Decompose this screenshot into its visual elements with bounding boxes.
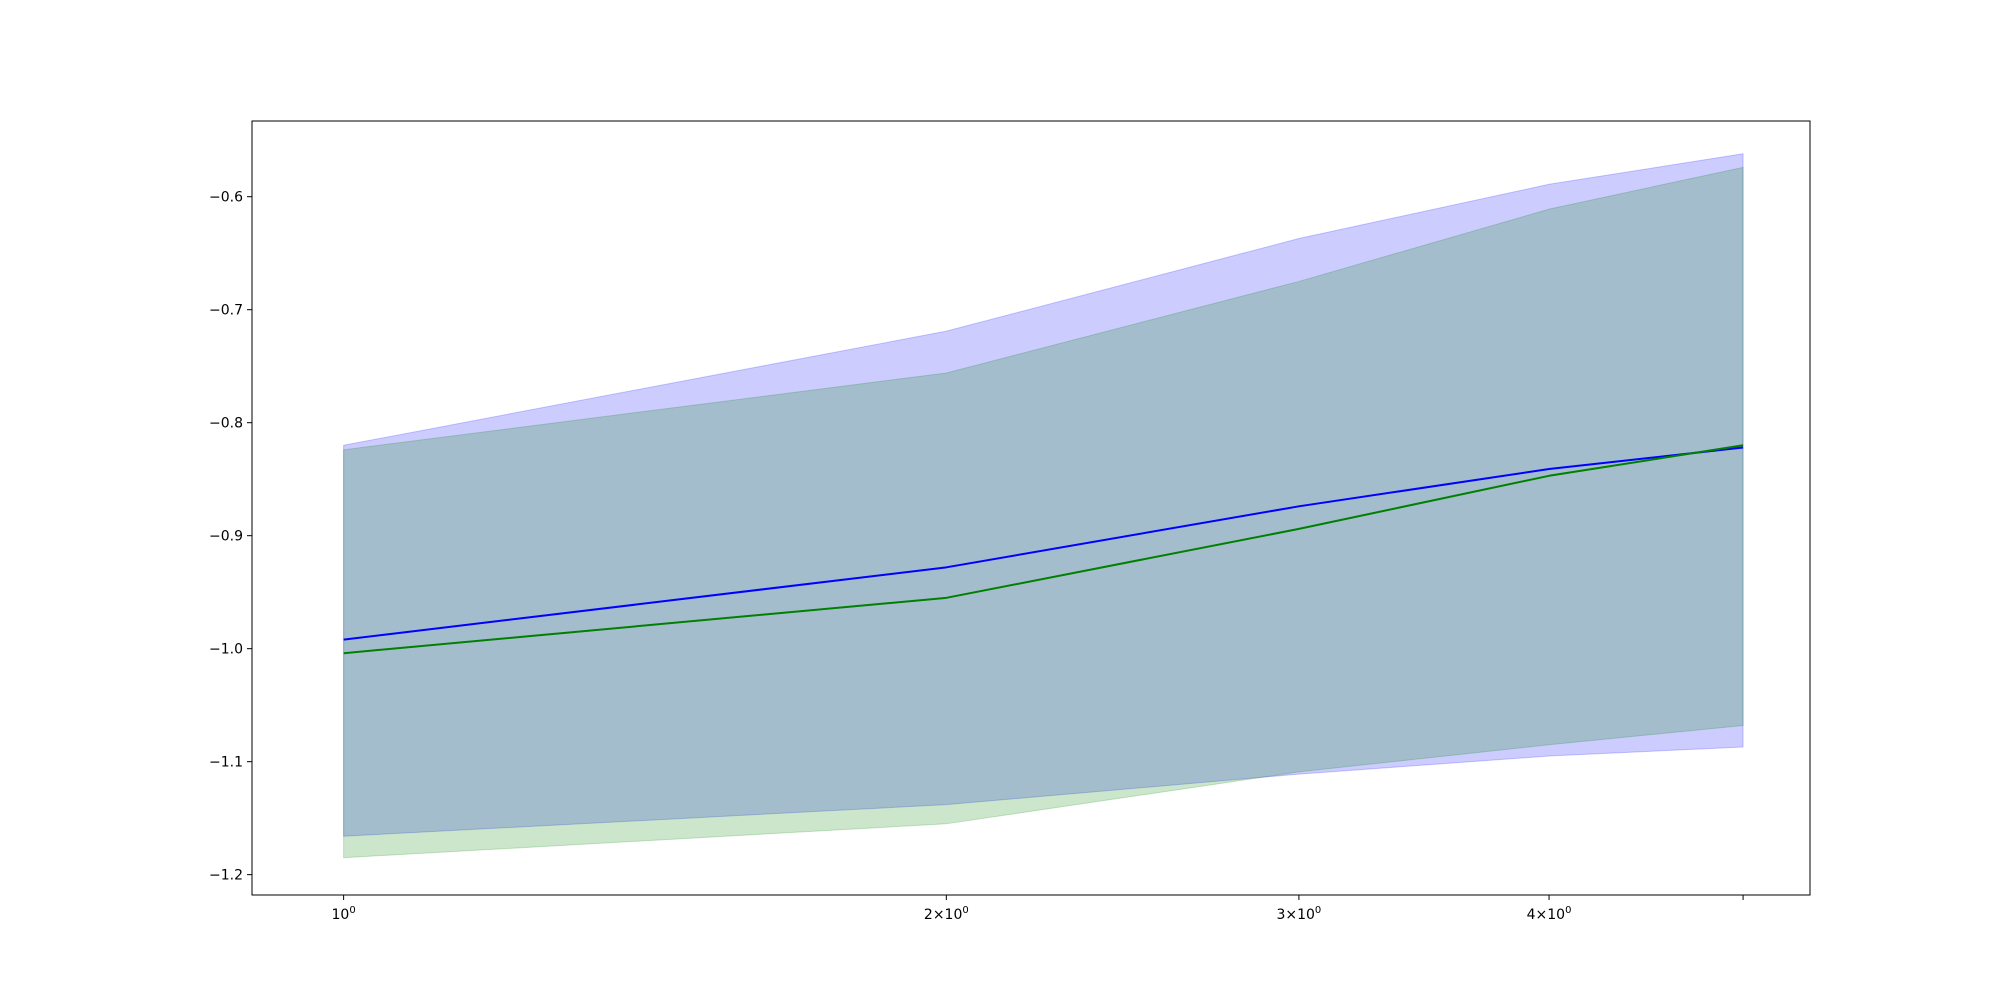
x-tick-label-2: 2×100 <box>924 905 969 923</box>
confidence-bands <box>343 153 1744 859</box>
series-line-1 <box>343 446 1744 641</box>
y-tick-label-6: −1.1 <box>209 755 243 771</box>
x-tick-label-3: 3×100 <box>1276 905 1321 923</box>
x-tick-label-4: 4×100 <box>1527 905 1572 923</box>
confidence-band-1 <box>343 153 1744 837</box>
series-line-2 <box>343 444 1744 655</box>
y-tick-label-1: −0.6 <box>209 190 243 206</box>
y-tick-label-3: −0.8 <box>209 416 243 432</box>
y-tick-label-4: −0.9 <box>209 529 243 545</box>
x-axis: 100 2×100 3×100 4×100 <box>332 895 1744 923</box>
y-tick-label-2: −0.7 <box>209 303 243 319</box>
y-tick-label-7: −1.2 <box>209 868 243 884</box>
plot-area-frame <box>251 120 1811 896</box>
y-tick-label-5: −1.0 <box>209 642 243 658</box>
y-axis: −0.6 −0.7 −0.8 −0.9 −1.0 −1.1 −1.2 <box>209 190 252 884</box>
confidence-band-2 <box>343 166 1744 859</box>
series-lines <box>343 444 1744 655</box>
x-tick-label-1: 100 <box>332 905 356 923</box>
